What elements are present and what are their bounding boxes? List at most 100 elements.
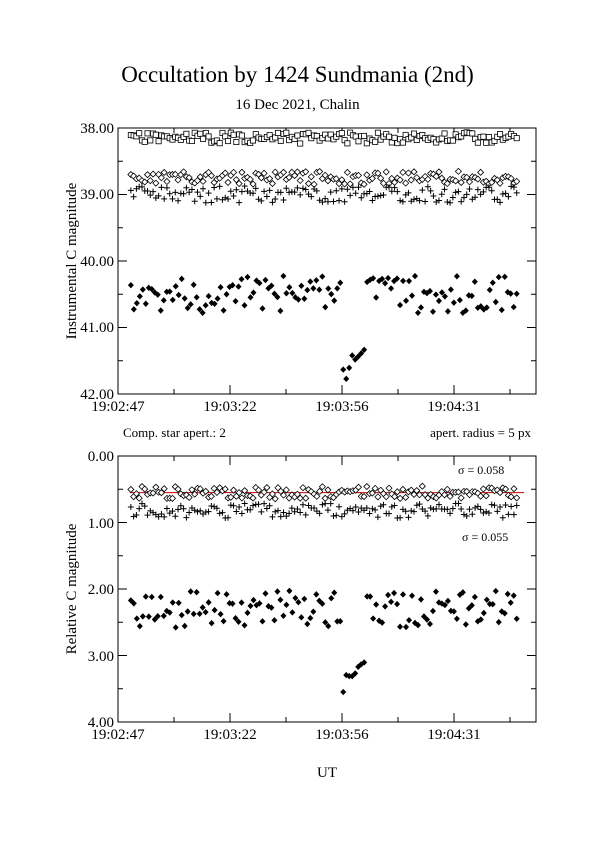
top-series-plus-point xyxy=(233,186,240,193)
top-series-plus-point xyxy=(435,197,442,204)
top-series-open-diamond-point xyxy=(410,168,418,176)
bottom-series-open-diamond-point xyxy=(502,485,510,493)
top-series-plus-point xyxy=(338,185,345,192)
bottom-series-plus-point xyxy=(388,503,395,510)
bottom-series-plus-point xyxy=(261,500,268,507)
top-series-filled-diamond-point xyxy=(322,303,329,311)
top-xtick-label: 19:04:31 xyxy=(427,399,480,415)
top-series-plus-point xyxy=(341,198,348,205)
bottom-series-plus-point xyxy=(455,500,462,507)
top-series-plus-point xyxy=(280,196,287,203)
top-series-filled-diamond-point xyxy=(444,308,451,315)
bottom-series-plus-point xyxy=(286,510,293,517)
bottom-ytick-label: 3.00 xyxy=(88,649,114,665)
bottom-series-plus-point xyxy=(255,501,262,508)
top-series-filled-diamond-point xyxy=(304,286,311,294)
top-series-open-diamond-point xyxy=(152,179,160,187)
bottom-xtick-label: 19:04:31 xyxy=(427,727,480,743)
bottom-series-plus-point xyxy=(411,508,417,515)
bottom-series-open-diamond-point xyxy=(385,484,393,492)
bottom-series-filled-diamond-point xyxy=(388,598,395,606)
top-series-plus-point xyxy=(169,195,176,202)
bottom-series-plus-point xyxy=(405,514,412,521)
top-series-plus-point xyxy=(447,199,454,206)
bottom-series-plus-point xyxy=(194,508,201,515)
top-series-plus-point xyxy=(399,198,406,205)
top-series-open-diamond-point xyxy=(438,174,446,182)
top-series-open-square-point xyxy=(216,140,223,147)
bottom-series-open-diamond-point xyxy=(391,493,399,501)
bottom-data-points xyxy=(127,482,521,696)
top-series-filled-diamond-point xyxy=(495,273,502,281)
bottom-series-filled-diamond-point xyxy=(325,622,332,630)
bottom-series-open-diamond-point xyxy=(410,490,418,499)
top-series-open-diamond-point xyxy=(354,171,363,179)
top-series-open-diamond-point xyxy=(271,168,279,176)
bottom-series-plus-point xyxy=(202,509,209,516)
bottom-series-filled-diamond-point xyxy=(316,597,323,604)
bottom-series-open-diamond-point xyxy=(207,492,215,500)
top-series-plus-point xyxy=(369,197,376,204)
top-series-open-diamond-point xyxy=(496,179,504,187)
bottom-series-open-diamond-point xyxy=(157,489,165,497)
top-series-open-square-point xyxy=(338,130,345,137)
bottom-series-plus-point xyxy=(502,502,509,509)
top-series-open-diamond-point xyxy=(224,178,232,186)
top-series-plus-point xyxy=(127,187,134,194)
top-series-plus-point xyxy=(216,183,223,190)
top-series-plus-point xyxy=(163,184,170,191)
top-series-open-diamond-point xyxy=(382,168,390,176)
bottom-series-open-diamond-point xyxy=(382,493,390,501)
bottom-series-filled-diamond-point xyxy=(334,618,341,625)
bottom-series-plus-point xyxy=(397,514,404,521)
bottom-series-filled-diamond-point xyxy=(322,619,329,626)
top-series-plus-point xyxy=(302,186,309,193)
top-series-filled-diamond-point xyxy=(486,286,493,294)
top-series-filled-diamond-point xyxy=(400,277,407,285)
bottom-series-filled-diamond-point xyxy=(295,599,302,606)
sigma-annotation-upper: σ = 0.058 xyxy=(458,463,504,477)
bottom-series-filled-diamond-point xyxy=(453,615,460,622)
bottom-series-plus-point xyxy=(444,506,451,513)
bottom-series-open-diamond-point xyxy=(496,489,504,497)
bottom-series-plus-point xyxy=(463,513,470,520)
top-series-filled-diamond-point xyxy=(298,282,305,290)
bottom-series-filled-diamond-point xyxy=(190,610,197,618)
bottom-series-plus-point xyxy=(494,508,501,515)
bottom-series-filled-diamond-point xyxy=(202,608,209,616)
instrumental-magnitude-panel: 19:02:47 19:03:22 19:03:56 19:04:31 38.0… xyxy=(64,121,537,415)
top-series-plus-point xyxy=(319,199,326,206)
top-series-plus-point xyxy=(355,184,362,191)
top-series-filled-diamond-point xyxy=(409,292,416,299)
bottom-series-plus-point xyxy=(161,513,168,520)
bottom-series-plus-point xyxy=(225,514,232,521)
top-series-plus-point xyxy=(180,190,187,197)
top-series-open-square-point xyxy=(474,139,481,146)
top-series-filled-diamond-point xyxy=(492,298,499,306)
bottom-series-open-diamond-point xyxy=(241,487,249,495)
bottom-series-filled-diamond-point xyxy=(367,593,374,600)
bottom-series-plus-point xyxy=(294,505,301,512)
top-series-filled-diamond-point xyxy=(397,301,404,309)
top-series-plus-point xyxy=(438,191,445,198)
bottom-series-plus-point xyxy=(250,502,256,509)
top-series-plus-point xyxy=(374,193,381,200)
bottom-series-plus-point xyxy=(238,510,245,517)
bottom-series-filled-diamond-point xyxy=(346,672,353,680)
top-series-filled-diamond-point xyxy=(483,304,490,311)
bottom-series-filled-diamond-point xyxy=(382,603,389,610)
top-series-filled-diamond-point xyxy=(456,296,463,304)
bottom-series-plus-point xyxy=(508,503,515,510)
top-series-plus-point xyxy=(455,188,462,195)
bottom-series-filled-diamond-point xyxy=(175,599,182,607)
bottom-series-filled-diamond-point xyxy=(358,661,365,668)
top-series-filled-diamond-point xyxy=(166,288,173,295)
bottom-series-plus-point xyxy=(311,505,318,512)
top-series-open-square-point xyxy=(152,131,159,138)
bottom-series-open-diamond-point xyxy=(279,491,288,499)
bottom-series-filled-diamond-point xyxy=(447,607,454,615)
bottom-series-plus-point xyxy=(491,502,498,509)
top-series-filled-diamond-point xyxy=(313,277,320,284)
top-series-filled-diamond-point xyxy=(154,291,161,298)
top-series-plus-point xyxy=(183,184,190,191)
